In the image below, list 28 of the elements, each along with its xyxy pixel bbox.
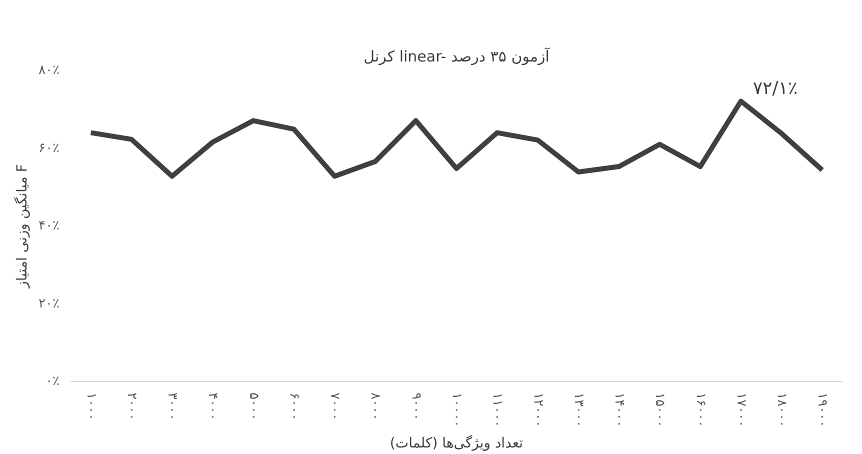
x-tick-label: ۱۰۰۰۰	[449, 392, 464, 428]
x-tick-label: ۱۲۰۰۰	[530, 392, 546, 428]
x-tick-label: ۱۳۰۰۰	[570, 392, 586, 428]
x-tick-label: ۳۰۰۰	[164, 392, 180, 420]
x-tick-label: ۱۷۰۰۰	[733, 392, 748, 428]
x-tick-label: ۱۹۰۰۰	[814, 392, 830, 428]
x-tick-label: ۱۴۰۰۰	[612, 392, 627, 428]
x-tick-label: ۹۰۰۰	[408, 392, 424, 420]
y-axis-title: میانگین وزنی امتیاز F	[14, 164, 31, 289]
x-tick-label: ۶۰۰۰	[286, 392, 302, 420]
y-tick-label: ۸۰٪	[38, 63, 60, 78]
chart-title: کرنل linear- آزمون ۳۵ درصد	[364, 46, 550, 66]
annotation: ۷۲/۱٪	[752, 78, 798, 100]
x-tick-label: ۱۱۰۰۰	[490, 392, 505, 428]
y-tick-label: ۴۰٪	[38, 218, 60, 234]
x-axis-title: تعداد ویژگی‌ها (کلمات)	[390, 434, 524, 452]
x-tick-label: ۷۰۰۰	[327, 392, 342, 420]
y-tick-label: ۲۰٪	[38, 296, 60, 312]
y-tick-label: ۰٪	[46, 374, 60, 389]
y-tick-label: ۶۰٪	[38, 140, 60, 156]
x-tick-label: ۵۰۰۰	[246, 392, 261, 420]
x-tick-label: ۱۰۰۰	[83, 392, 98, 420]
x-tick-label: ۸۰۰۰	[368, 392, 383, 420]
x-tick-label: ۴۰۰۰	[205, 392, 220, 420]
x-tick-label: ۲۰۰۰	[124, 392, 139, 420]
x-tick-label: ۱۸۰۰۰	[774, 392, 790, 428]
x-tick-label: ۱۵۰۰۰	[652, 392, 668, 428]
x-tick-label: ۱۶۰۰۰	[692, 392, 708, 428]
